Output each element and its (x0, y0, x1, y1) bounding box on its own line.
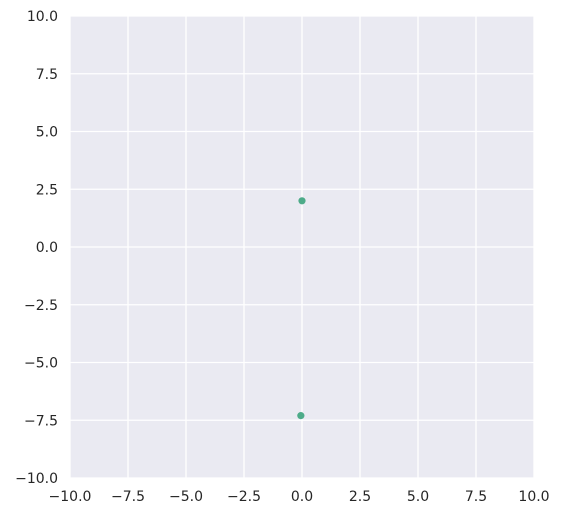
x-tick-label: 7.5 (465, 489, 487, 505)
x-axis-ticks: −10.0 −7.5 −5.0 −2.5 0.0 2.5 5.0 7.5 10.0 (49, 489, 550, 505)
data-points (297, 197, 306, 420)
y-tick-label: 7.5 (36, 67, 58, 83)
grid-lines (69, 15, 535, 479)
x-tick-label: −10.0 (49, 489, 92, 505)
x-tick-label: 2.5 (349, 489, 371, 505)
y-tick-label: 5.0 (36, 125, 58, 141)
y-tick-label: −5.0 (24, 356, 58, 372)
x-tick-label: 0.0 (291, 489, 313, 505)
y-tick-label: −2.5 (24, 298, 58, 314)
x-tick-label: 5.0 (407, 489, 429, 505)
y-axis-ticks: 10.0 7.5 5.0 2.5 0.0 −2.5 −5.0 −7.5 −10.0 (15, 9, 58, 487)
y-tick-label: −10.0 (15, 471, 58, 487)
scatter-point (297, 412, 305, 420)
y-tick-label: 0.0 (36, 240, 58, 256)
y-tick-label: 2.5 (36, 182, 58, 198)
y-tick-label: 10.0 (27, 9, 58, 25)
x-tick-label: 10.0 (518, 489, 549, 505)
x-tick-label: −5.0 (169, 489, 203, 505)
x-tick-label: −2.5 (227, 489, 261, 505)
y-tick-label: −7.5 (24, 413, 58, 429)
scatter-point (298, 197, 306, 205)
x-tick-label: −7.5 (111, 489, 145, 505)
